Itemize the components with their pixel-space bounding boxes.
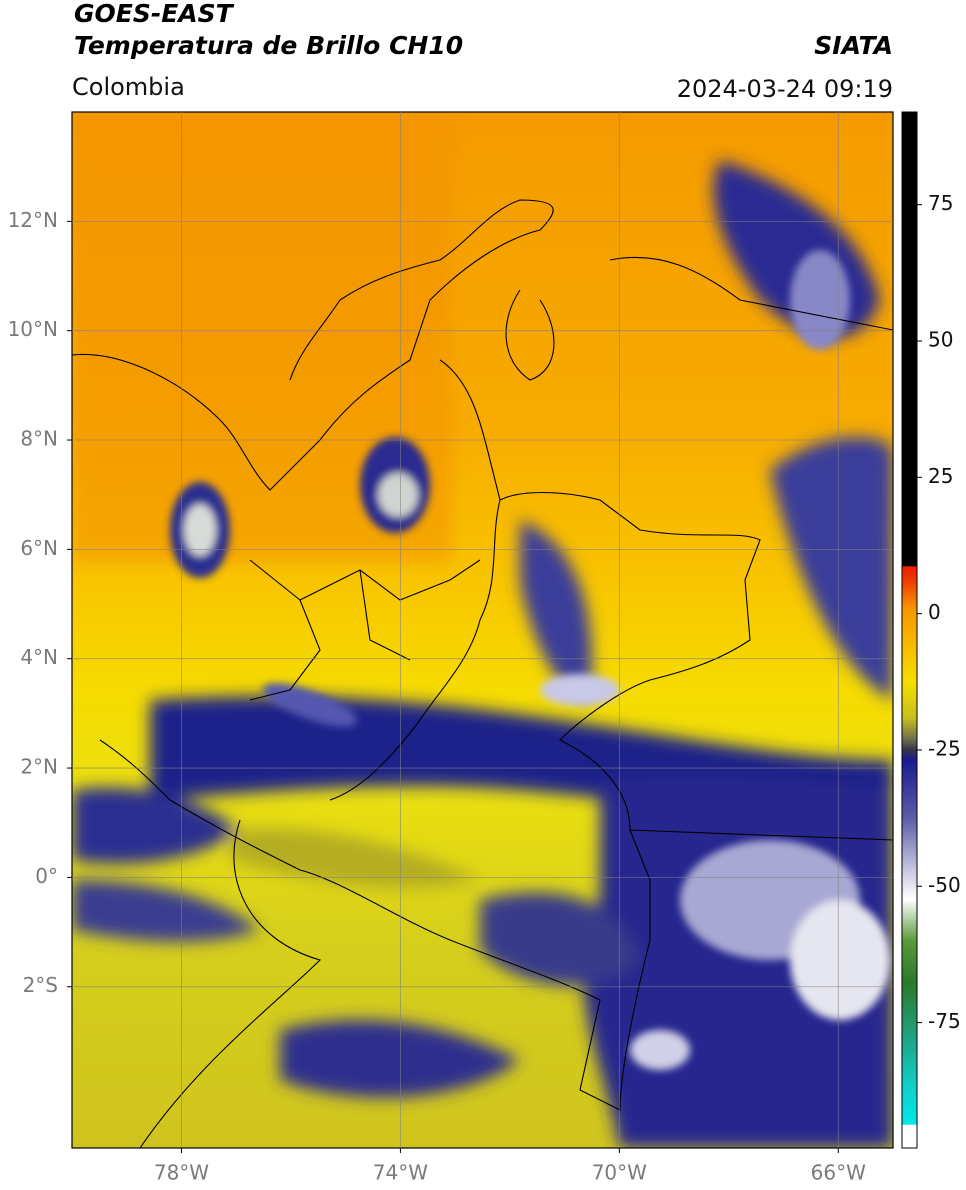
map-frame xyxy=(71,111,894,1149)
subtitle: Temperatura de Brillo CH10 xyxy=(74,31,463,60)
x-tick-label: 74°W xyxy=(373,1161,428,1185)
colorbar-tick-label: 0 xyxy=(928,600,941,624)
colorbar-tick-label: -25 xyxy=(928,736,961,760)
colorbar-tick-label: 75 xyxy=(928,191,953,215)
source: SIATA xyxy=(814,31,893,60)
colorbar-tick-label: -75 xyxy=(928,1009,961,1033)
y-tick-label: 6°N xyxy=(20,536,58,560)
region: Colombia xyxy=(72,73,185,101)
satellite-image xyxy=(72,112,893,1148)
borders xyxy=(72,199,893,1148)
y-tick-label: 2°S xyxy=(23,973,58,997)
y-tick-label: 4°N xyxy=(20,645,58,669)
colorbar-tick-label: 50 xyxy=(928,328,953,352)
x-tick-label: 78°W xyxy=(154,1161,209,1185)
x-tick-label: 66°W xyxy=(811,1161,866,1185)
colorbar xyxy=(901,111,918,1149)
timestamp: 2024-03-24 09:19 xyxy=(677,75,893,103)
y-tick-label: 8°N xyxy=(20,427,58,451)
title: GOES-EAST xyxy=(74,0,235,28)
y-tick-label: 2°N xyxy=(20,755,58,779)
y-tick-label: 0° xyxy=(35,864,58,888)
colorbar-tick-label: -50 xyxy=(928,873,961,897)
x-tick-label: 70°W xyxy=(592,1161,647,1185)
y-tick-label: 10°N xyxy=(8,317,58,341)
y-tick-label: 12°N xyxy=(8,208,58,232)
colorbar-tick-label: 25 xyxy=(928,464,953,488)
